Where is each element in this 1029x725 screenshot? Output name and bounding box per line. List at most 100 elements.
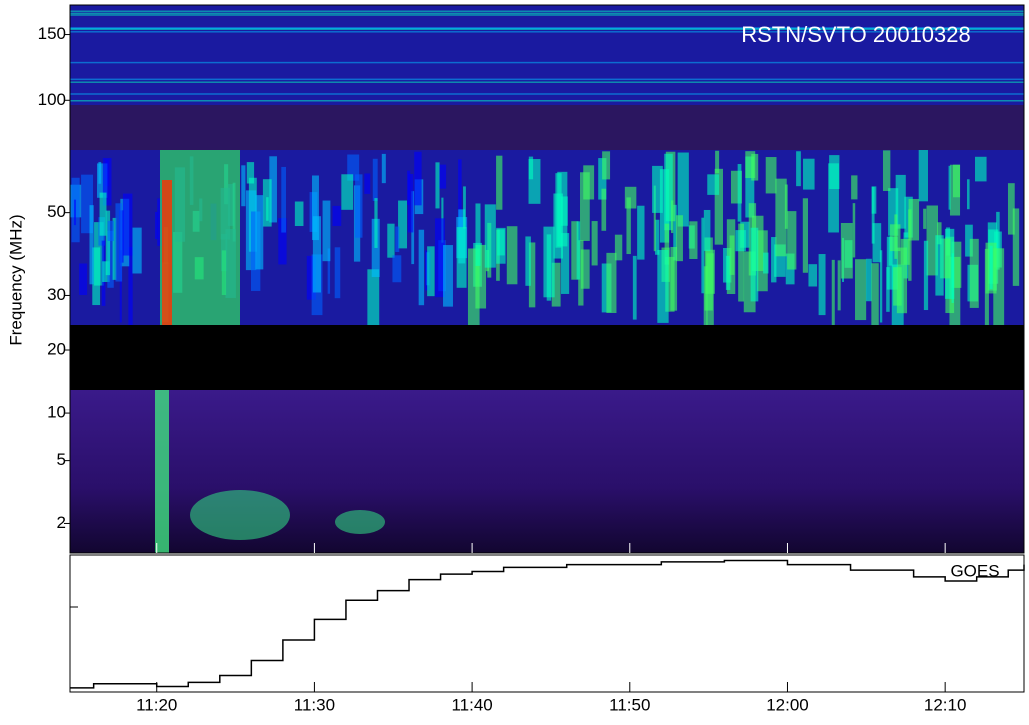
texture bbox=[294, 201, 304, 227]
texture bbox=[269, 156, 277, 223]
texture bbox=[99, 192, 107, 236]
texture bbox=[871, 186, 875, 244]
texture bbox=[435, 218, 445, 298]
texture bbox=[675, 215, 683, 262]
dark-strip bbox=[70, 105, 1024, 150]
texture bbox=[601, 188, 607, 231]
top-line bbox=[70, 93, 1024, 95]
texture bbox=[703, 266, 708, 325]
burst-core bbox=[162, 180, 172, 325]
x-tick-label: 12:10 bbox=[924, 695, 967, 714]
texture bbox=[745, 151, 756, 179]
texture bbox=[119, 250, 122, 323]
top-line bbox=[70, 81, 1024, 83]
texture bbox=[865, 258, 872, 302]
texture bbox=[738, 223, 745, 302]
texture bbox=[312, 175, 319, 241]
texture bbox=[652, 165, 663, 213]
texture bbox=[715, 150, 720, 174]
texture bbox=[107, 220, 114, 241]
texture bbox=[427, 246, 435, 297]
texture bbox=[765, 157, 777, 194]
texture bbox=[475, 203, 481, 266]
texture bbox=[571, 221, 579, 280]
texture bbox=[948, 165, 951, 210]
texture bbox=[266, 197, 269, 221]
y-tick-label: 20 bbox=[47, 339, 66, 358]
texture bbox=[969, 238, 979, 308]
top-line bbox=[70, 78, 1024, 81]
texture bbox=[707, 174, 720, 195]
texture bbox=[665, 256, 675, 312]
texture bbox=[92, 247, 101, 306]
texture bbox=[871, 263, 879, 325]
texture bbox=[840, 222, 853, 279]
texture bbox=[774, 244, 786, 277]
top-line bbox=[70, 61, 1024, 64]
texture bbox=[484, 204, 496, 268]
texture bbox=[918, 150, 928, 202]
texture bbox=[664, 223, 670, 265]
texture bbox=[372, 158, 378, 201]
texture bbox=[591, 221, 598, 266]
texture bbox=[115, 203, 123, 282]
texture bbox=[528, 156, 534, 180]
y-axis-label: Frequency (MHz) bbox=[6, 214, 25, 345]
texture bbox=[940, 238, 951, 279]
texture bbox=[439, 164, 447, 189]
x-tick-label: 11:50 bbox=[609, 695, 650, 714]
x-tick-label: 12:00 bbox=[766, 695, 809, 714]
texture bbox=[322, 200, 331, 262]
y-tick-label: 100 bbox=[38, 90, 66, 109]
texture bbox=[506, 226, 518, 285]
texture bbox=[900, 238, 910, 265]
texture bbox=[278, 218, 287, 265]
texture bbox=[965, 224, 973, 257]
lf-blob bbox=[335, 510, 385, 534]
texture bbox=[332, 205, 342, 226]
texture bbox=[937, 222, 942, 245]
texture bbox=[730, 170, 742, 204]
chart-title: RSTN/SVTO 20010328 bbox=[741, 22, 971, 47]
texture bbox=[701, 217, 705, 294]
texture bbox=[829, 155, 840, 190]
texture bbox=[606, 252, 617, 314]
texture bbox=[745, 156, 755, 218]
texture bbox=[463, 186, 466, 229]
texture bbox=[743, 251, 756, 313]
texture bbox=[443, 245, 453, 307]
texture bbox=[407, 174, 414, 233]
texture bbox=[306, 255, 317, 300]
texture bbox=[653, 185, 656, 252]
texture bbox=[677, 152, 689, 227]
texture bbox=[837, 260, 841, 311]
texture bbox=[802, 198, 808, 273]
texture bbox=[750, 227, 759, 302]
texture bbox=[458, 159, 462, 240]
texture bbox=[729, 235, 735, 275]
texture bbox=[886, 267, 890, 312]
texture bbox=[818, 254, 826, 316]
texture bbox=[374, 198, 378, 248]
texture bbox=[808, 264, 818, 287]
texture bbox=[951, 253, 954, 303]
texture bbox=[579, 172, 590, 241]
lf-burst bbox=[155, 390, 169, 553]
texture bbox=[334, 247, 341, 299]
texture bbox=[241, 165, 246, 207]
texture bbox=[576, 221, 581, 280]
gap-band bbox=[70, 325, 1024, 390]
texture bbox=[496, 155, 503, 210]
goes-curve bbox=[70, 559, 1025, 689]
texture bbox=[347, 154, 360, 181]
texture bbox=[557, 171, 568, 247]
texture bbox=[908, 198, 920, 241]
texture bbox=[737, 164, 742, 222]
y-tick-label: 50 bbox=[47, 202, 66, 221]
texture bbox=[475, 244, 487, 309]
texture bbox=[79, 263, 88, 296]
texture bbox=[132, 227, 142, 274]
texture bbox=[952, 164, 961, 198]
texture bbox=[828, 163, 839, 233]
texture bbox=[888, 188, 899, 236]
